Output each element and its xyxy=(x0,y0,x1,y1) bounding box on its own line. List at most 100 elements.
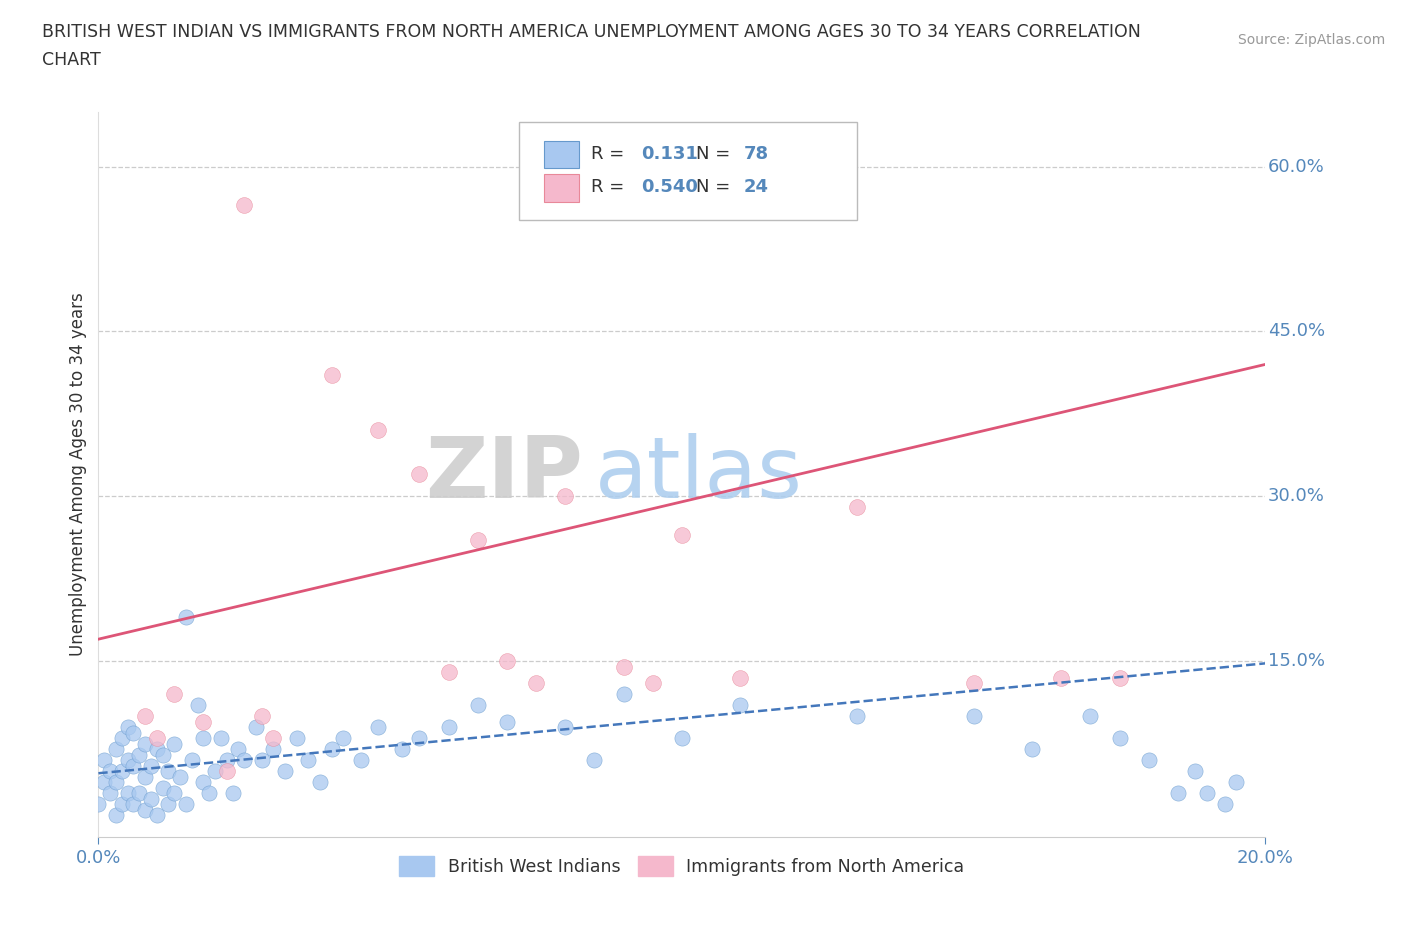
Text: 15.0%: 15.0% xyxy=(1268,652,1324,671)
Point xyxy=(204,764,226,778)
Point xyxy=(250,709,273,724)
Point xyxy=(554,489,576,504)
Point xyxy=(554,720,576,735)
Text: 60.0%: 60.0% xyxy=(1268,157,1324,176)
Legend: British West Indians, Immigrants from North America: British West Indians, Immigrants from No… xyxy=(392,849,972,883)
Point xyxy=(730,671,752,685)
Text: Source: ZipAtlas.com: Source: ZipAtlas.com xyxy=(1237,33,1385,46)
Point xyxy=(174,797,197,812)
Point xyxy=(128,747,150,762)
Point xyxy=(111,764,134,778)
Point xyxy=(187,698,209,712)
Point xyxy=(134,802,156,817)
Point xyxy=(1021,741,1043,756)
Point xyxy=(117,720,139,735)
Point xyxy=(641,676,664,691)
Point xyxy=(87,797,110,812)
Point xyxy=(408,467,430,482)
Point xyxy=(245,720,267,735)
Point xyxy=(104,775,127,790)
Point xyxy=(962,676,984,691)
Point xyxy=(163,686,186,701)
Text: 0.540: 0.540 xyxy=(641,178,697,196)
Point xyxy=(250,752,273,767)
Point xyxy=(1167,786,1189,801)
Point xyxy=(1080,709,1102,724)
Point xyxy=(962,709,984,724)
Point xyxy=(157,797,180,812)
Point xyxy=(612,659,634,674)
Point xyxy=(146,731,169,746)
Point xyxy=(612,686,634,701)
Point xyxy=(163,737,186,751)
Point xyxy=(139,791,162,806)
Point xyxy=(1108,671,1130,685)
Point xyxy=(332,731,354,746)
Point xyxy=(122,725,145,740)
Text: CHART: CHART xyxy=(42,51,101,69)
Point xyxy=(1108,731,1130,746)
Point xyxy=(437,665,460,680)
Point xyxy=(93,775,115,790)
Bar xyxy=(544,140,579,168)
Point xyxy=(122,797,145,812)
Point xyxy=(274,764,297,778)
Point xyxy=(496,714,519,729)
Point xyxy=(146,741,169,756)
Point xyxy=(262,741,284,756)
Point xyxy=(98,786,121,801)
Point xyxy=(209,731,232,746)
Point xyxy=(157,764,180,778)
Text: 30.0%: 30.0% xyxy=(1268,487,1324,505)
Point xyxy=(98,764,121,778)
Text: 78: 78 xyxy=(744,145,769,163)
Point xyxy=(467,533,489,548)
Point xyxy=(262,731,284,746)
Point xyxy=(163,786,186,801)
Point xyxy=(122,758,145,773)
Point xyxy=(134,737,156,751)
Point xyxy=(221,786,243,801)
Point xyxy=(1195,786,1218,801)
Point xyxy=(152,747,174,762)
Point xyxy=(1184,764,1206,778)
Point xyxy=(467,698,489,712)
Point xyxy=(297,752,319,767)
Text: N =: N = xyxy=(696,145,735,163)
Point xyxy=(583,752,606,767)
Point xyxy=(391,741,413,756)
Point xyxy=(180,752,202,767)
Point xyxy=(104,807,127,822)
Point xyxy=(846,499,869,514)
Y-axis label: Unemployment Among Ages 30 to 34 years: Unemployment Among Ages 30 to 34 years xyxy=(69,292,87,657)
Text: 0.131: 0.131 xyxy=(641,145,697,163)
Point xyxy=(134,769,156,784)
Point xyxy=(233,752,256,767)
Point xyxy=(321,741,343,756)
Point xyxy=(193,731,215,746)
Text: ZIP: ZIP xyxy=(425,432,582,516)
Point xyxy=(174,610,197,625)
Point xyxy=(134,709,156,724)
Text: 24: 24 xyxy=(744,178,769,196)
FancyBboxPatch shape xyxy=(519,123,858,220)
Point xyxy=(1137,752,1160,767)
Point xyxy=(408,731,430,746)
Point xyxy=(1225,775,1247,790)
Text: R =: R = xyxy=(591,145,630,163)
Text: N =: N = xyxy=(696,178,735,196)
Bar xyxy=(544,174,579,202)
Point xyxy=(128,786,150,801)
Point xyxy=(309,775,332,790)
Point xyxy=(671,527,693,542)
Point xyxy=(228,741,250,756)
Point xyxy=(117,752,139,767)
Point xyxy=(233,197,256,212)
Point xyxy=(104,741,127,756)
Point xyxy=(193,714,215,729)
Point xyxy=(367,720,389,735)
Point xyxy=(111,731,134,746)
Point xyxy=(285,731,308,746)
Point xyxy=(846,709,869,724)
Point xyxy=(193,775,215,790)
